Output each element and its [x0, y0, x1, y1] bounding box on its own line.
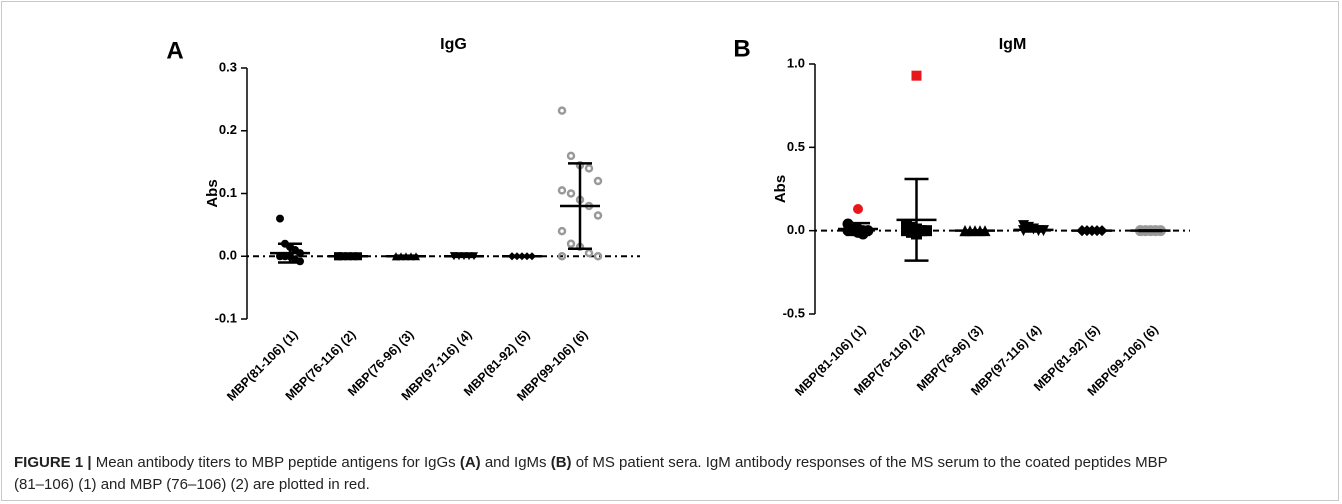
y-axis-label: Abs — [204, 179, 221, 207]
point — [276, 214, 284, 223]
point — [557, 186, 567, 195]
panel-label: A — [166, 37, 183, 64]
y-tick-label: -0.5 — [783, 305, 805, 320]
y-tick-label: 0.0 — [219, 248, 237, 263]
point — [566, 239, 576, 248]
caption-label: FIGURE 1 | — [14, 454, 92, 471]
point — [557, 106, 567, 115]
caption: FIGURE 1 | Mean antibody titers to MBP p… — [14, 452, 1194, 496]
point — [557, 252, 567, 261]
chart-title: IgM — [999, 36, 1027, 53]
point — [296, 257, 304, 266]
y-axis-label: Abs — [772, 175, 789, 203]
y-tick-label: 0.2 — [219, 122, 237, 137]
y-tick-label: 0.5 — [787, 139, 805, 154]
panel-label: B — [733, 35, 750, 62]
point — [584, 164, 594, 173]
point — [566, 189, 576, 198]
point — [921, 225, 932, 237]
y-tick-label: 0.3 — [219, 59, 237, 74]
caption-text: (A) — [459, 454, 481, 471]
caption-text: and IgMs — [484, 454, 547, 471]
point — [557, 226, 567, 236]
point — [853, 204, 863, 214]
point — [911, 70, 922, 81]
caption-text: (B) — [550, 454, 572, 471]
y-tick-label: -0.1 — [215, 310, 237, 325]
point — [566, 151, 576, 161]
point — [584, 248, 594, 258]
caption-text: of MS patient sera. IgM antibody respons… — [14, 454, 1168, 493]
y-tick-label: 0.0 — [787, 222, 805, 237]
point — [593, 252, 603, 261]
point — [593, 211, 603, 220]
caption-text: Mean antibody titers to MBP peptide anti… — [95, 454, 456, 471]
y-tick-label: 0.1 — [219, 185, 237, 200]
point — [593, 176, 603, 186]
chart-title: IgG — [440, 36, 467, 53]
y-tick-label: 1.0 — [787, 55, 805, 70]
